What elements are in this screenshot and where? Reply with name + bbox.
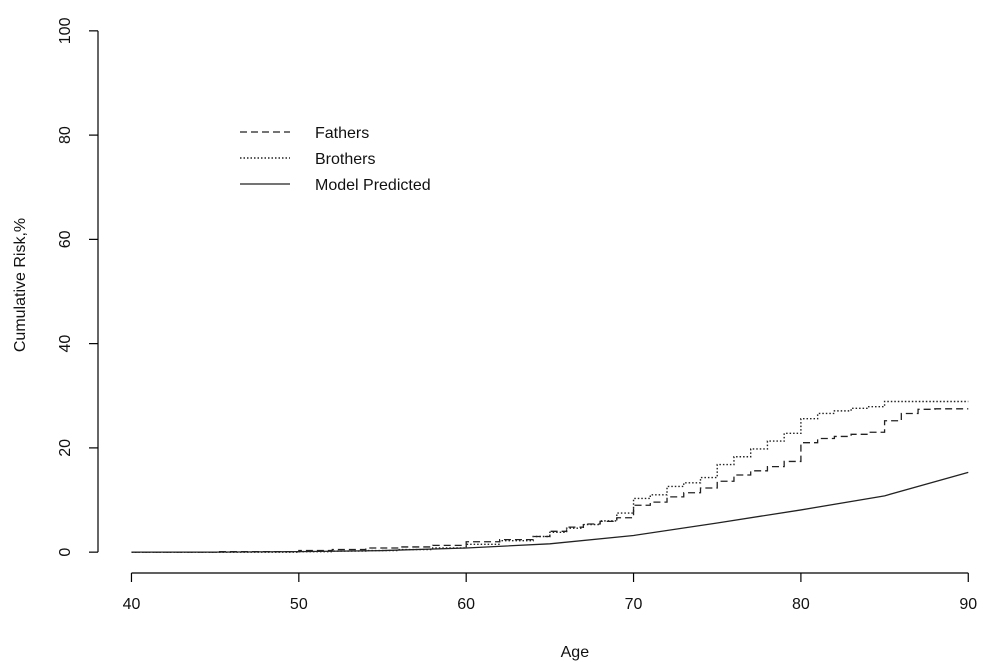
legend-label-model-predicted: Model Predicted: [315, 177, 431, 194]
y-tick-label: 40: [57, 335, 74, 353]
y-ticks: 0 20 40 60 80 100: [57, 17, 98, 557]
legend: Fathers Brothers Model Predicted: [240, 125, 431, 194]
series-line-brothers: [131, 400, 969, 553]
x-tick-label: 40: [123, 596, 141, 613]
series-lines: [131, 400, 969, 553]
x-tick-label: 80: [792, 596, 810, 613]
x-tick-label: 70: [625, 596, 643, 613]
x-tick-label: 60: [457, 596, 475, 613]
legend-label-fathers: Fathers: [315, 125, 369, 142]
y-tick-label: 0: [57, 548, 74, 557]
x-tick-label: 50: [290, 596, 308, 613]
series-line-model-predicted: [131, 471, 969, 553]
legend-label-brothers: Brothers: [315, 151, 375, 168]
axes: [97, 30, 969, 574]
y-axis-title: Cumulative Risk,%: [12, 218, 29, 352]
x-axis-title: Age: [561, 644, 590, 661]
y-tick-label: 20: [57, 439, 74, 457]
x-tick-label: 90: [959, 596, 977, 613]
y-tick-label: 60: [57, 230, 74, 248]
series-line-fathers: [131, 408, 969, 553]
y-tick-label: 80: [57, 126, 74, 144]
y-tick-label: 100: [57, 17, 74, 44]
x-ticks: 40 50 60 70 80 90: [123, 573, 977, 613]
